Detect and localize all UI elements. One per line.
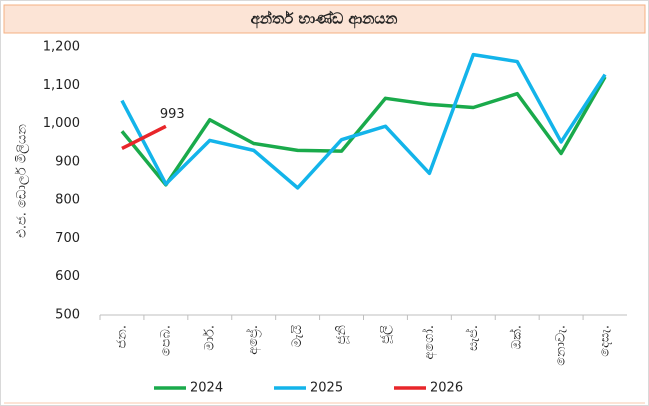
line-series <box>121 124 167 151</box>
x-tick-label: ජූනි <box>334 325 349 345</box>
y-tick-label: 1,200 <box>43 40 80 55</box>
x-tick-label: ඔක්. <box>509 325 525 349</box>
x-tick-label: මාර්. <box>201 325 217 351</box>
y-tick-label: 900 <box>55 154 80 169</box>
y-tick-label: 1,100 <box>43 78 80 93</box>
line-series <box>120 52 607 190</box>
y-tick-label: 800 <box>55 193 80 208</box>
x-tick-label: පෙබ. <box>158 325 173 356</box>
x-tick-label: මැයි <box>290 325 305 348</box>
y-tick-label: 600 <box>55 269 80 284</box>
x-tick-label: අප්‍රේ. <box>245 325 261 355</box>
legend-label: 2024 <box>190 381 223 396</box>
y-axis-label: එ.ජ. ඩොලර් මිලියන <box>14 124 30 238</box>
y-tick-label: 700 <box>55 231 80 246</box>
chart-title: අන්තර් භාණ්ඩ ආනයන <box>251 9 398 28</box>
bottom-band <box>4 402 645 404</box>
x-tick-label: ජන. <box>114 325 129 349</box>
x-tick-label: ජූලි <box>378 325 393 344</box>
legend-label: 2025 <box>310 381 343 396</box>
data-label: 993 <box>160 107 185 122</box>
legend-label: 2026 <box>430 381 463 396</box>
x-tick-label: දෙසැ. <box>598 325 613 357</box>
y-tick-label: 1,000 <box>43 116 80 131</box>
x-tick-label: අගෝ. <box>421 325 437 360</box>
y-tick-label: 500 <box>55 308 80 323</box>
x-tick-label: නොවැ. <box>554 325 569 366</box>
x-tick-label: සැප්. <box>465 325 481 351</box>
line-series <box>120 75 607 187</box>
title-bar <box>3 4 646 34</box>
